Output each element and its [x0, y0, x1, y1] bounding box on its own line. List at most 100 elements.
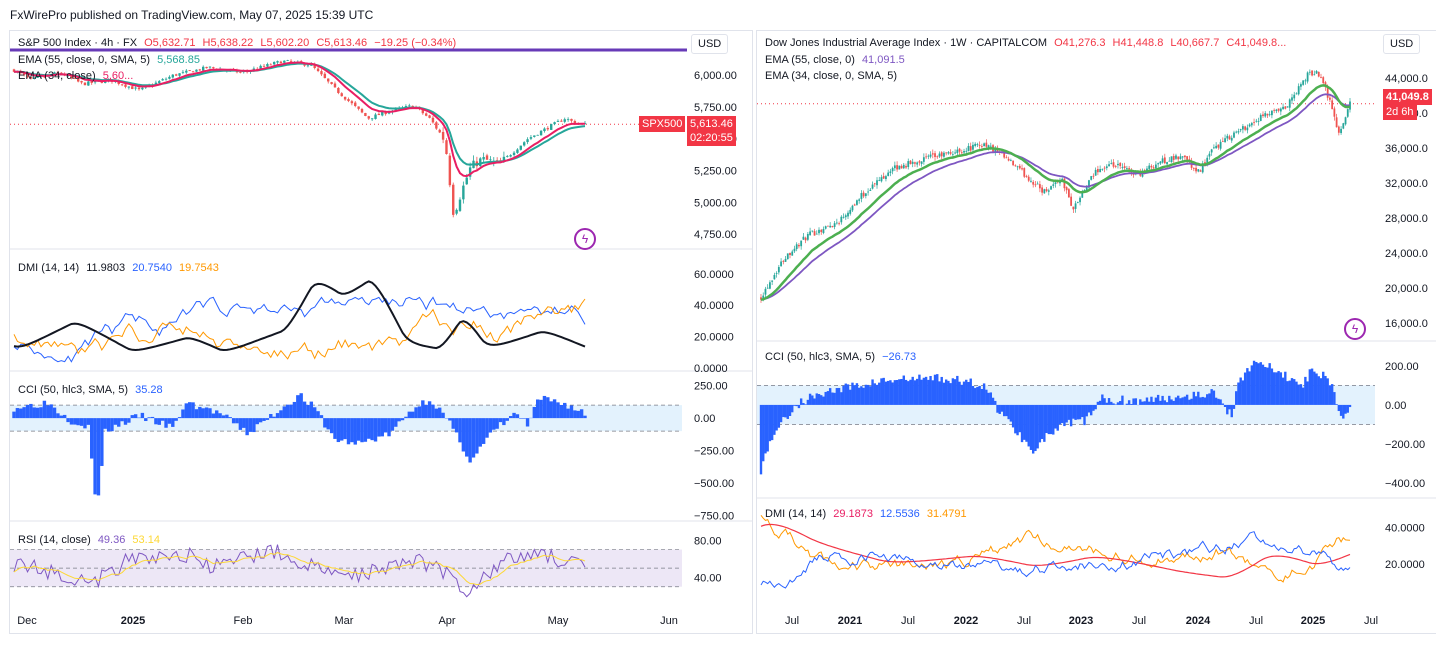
- candle-body: [1052, 184, 1055, 186]
- time-axis-label: May: [548, 615, 569, 627]
- cci-bar: [438, 407, 442, 419]
- cci-bar: [187, 402, 192, 419]
- cci-bar: [1261, 364, 1265, 405]
- cci-bar: [1255, 362, 1258, 405]
- candle-body: [455, 209, 458, 214]
- candle-body: [1181, 156, 1184, 158]
- cci-bar: [991, 397, 995, 405]
- candle-body: [847, 212, 849, 217]
- rsi-ma-line: [13, 552, 586, 586]
- cci-bar: [22, 407, 26, 419]
- cci-bar: [282, 406, 286, 419]
- candle-body: [316, 68, 320, 72]
- currency-button[interactable]: USD: [691, 34, 729, 54]
- dow-chart-canvas[interactable]: 44,000.040,000.036,000.032,000.028,000.0…: [757, 31, 1436, 633]
- flash-icon[interactable]: ϟ: [574, 228, 596, 250]
- candle-body: [1335, 117, 1338, 128]
- candle-body: [333, 83, 337, 88]
- dow-chart-panel[interactable]: 44,000.040,000.036,000.032,000.028,000.0…: [756, 30, 1436, 634]
- cci-bar: [1328, 385, 1332, 405]
- cci-bar: [299, 393, 303, 419]
- candle-body: [60, 72, 63, 74]
- candle-body: [914, 162, 916, 164]
- cci-bar: [808, 393, 812, 405]
- candle-body: [1311, 70, 1313, 76]
- cci-bar: [922, 377, 926, 405]
- cci-bar: [965, 379, 968, 405]
- rsi-axis-label: 40.00: [694, 572, 722, 584]
- candle-body: [818, 229, 820, 234]
- candle-body: [844, 215, 847, 218]
- cci-bar: [828, 388, 832, 405]
- flash-icon[interactable]: ϟ: [1344, 318, 1366, 340]
- candle-body: [33, 77, 36, 79]
- cci-bar: [313, 407, 317, 419]
- candle-body: [1273, 109, 1276, 111]
- candle-body: [462, 185, 465, 200]
- cci-bar: [1060, 404, 1064, 424]
- candle-body: [793, 248, 796, 252]
- time-axis-label: 2021: [838, 615, 862, 627]
- cci-bar: [904, 379, 908, 405]
- candle-body: [1275, 109, 1278, 112]
- cci-bar: [228, 417, 232, 419]
- candle-body: [330, 82, 333, 85]
- sp500-close: C5,613.46: [316, 37, 368, 49]
- cci-bar: [927, 379, 930, 405]
- candle-body: [1032, 181, 1035, 185]
- candle-body: [76, 78, 80, 82]
- candle-body: [1237, 131, 1240, 133]
- cci-bar: [875, 384, 879, 405]
- sp500-chart-panel[interactable]: 6,000.005,750.005,500.005,250.005,000.00…: [9, 30, 753, 634]
- candle-body: [1210, 149, 1213, 153]
- candle-body: [833, 223, 836, 227]
- candle-body: [73, 78, 77, 79]
- cci-bar: [316, 411, 320, 419]
- time-axis-label: 2024: [1186, 615, 1211, 627]
- symbol-price-label: SPX500: [639, 116, 686, 132]
- candle-body: [539, 130, 543, 136]
- candle-body: [916, 162, 919, 165]
- cci-bar: [1257, 363, 1260, 405]
- candle-body: [347, 99, 350, 102]
- cci-bar: [100, 418, 104, 466]
- cci-bar: [90, 418, 94, 459]
- candle-body: [1163, 157, 1166, 164]
- candle-body: [168, 76, 171, 79]
- dmi-minus-line: [760, 514, 1351, 583]
- candle-body: [543, 128, 546, 132]
- candle-body: [980, 146, 983, 147]
- cci-bar: [1183, 396, 1187, 405]
- cci-bar: [1110, 401, 1113, 405]
- cci-bar: [1089, 404, 1093, 416]
- candle-body: [570, 118, 573, 121]
- cci-bar: [424, 404, 428, 419]
- cci-bar: [1197, 391, 1200, 405]
- cci-bar: [938, 381, 941, 405]
- candle-body: [536, 134, 539, 136]
- cci-bar: [1083, 404, 1086, 426]
- cci-bar: [976, 386, 979, 405]
- candle-body: [1248, 124, 1251, 127]
- candle-body: [802, 236, 805, 240]
- candle-body: [891, 168, 894, 172]
- cci-bar: [289, 404, 293, 419]
- candle-body: [320, 71, 323, 75]
- candle-body: [811, 230, 814, 232]
- cci-bar: [340, 418, 344, 441]
- price-axis-label: 36,000.0: [1385, 143, 1428, 155]
- candle-body: [769, 282, 771, 289]
- cci-bar: [255, 418, 259, 425]
- cci-bar: [559, 404, 564, 419]
- cci-bar: [956, 375, 959, 405]
- cci-bar: [944, 379, 948, 405]
- candle-body: [1184, 155, 1186, 158]
- dow-dmi-legend: DMI (14, 14) 29.1873 12.5536 31.4791: [765, 508, 971, 520]
- cci-bar: [1049, 404, 1053, 435]
- cci-bar: [1326, 378, 1329, 405]
- cci-bar: [262, 418, 266, 421]
- currency-button[interactable]: USD: [1383, 34, 1421, 54]
- sp500-ema55-legend: EMA (55, close, 0, SMA, 5) 5,568.85: [18, 54, 204, 66]
- candle-body: [1021, 168, 1023, 170]
- sp500-chart-canvas[interactable]: 6,000.005,750.005,500.005,250.005,000.00…: [10, 31, 752, 633]
